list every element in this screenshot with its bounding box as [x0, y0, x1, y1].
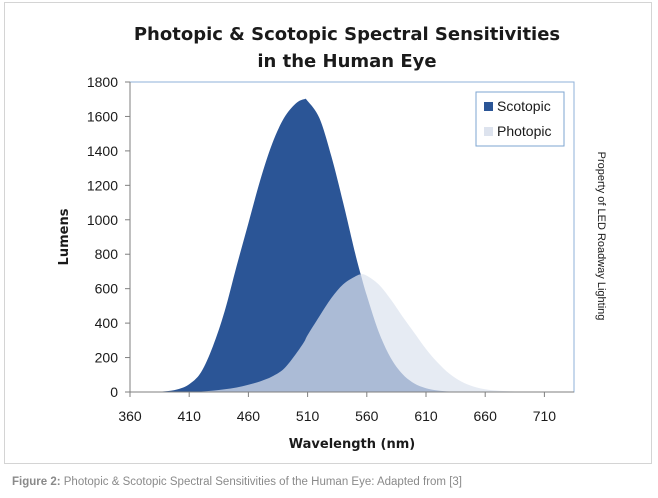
- y-axis-ticks: 0 200 400 600 800 1000 1200 1400 1600 1800: [87, 74, 130, 400]
- x-tick-label: 510: [296, 408, 320, 424]
- x-tick-label: 360: [118, 408, 142, 424]
- chart: Photopic & Scotopic Spectral Sensitiviti…: [57, 24, 607, 452]
- series-area-scotopic: [153, 98, 569, 392]
- legend-label-photopic: Photopic: [497, 123, 551, 139]
- legend-label-scotopic: Scotopic: [497, 98, 551, 114]
- x-tick-label: 560: [355, 408, 379, 424]
- x-axis-label: Wavelength (nm): [289, 437, 415, 452]
- y-tick-label: 600: [95, 281, 119, 297]
- caption-label: Figure 2:: [12, 476, 61, 488]
- y-axis-label: Lumens: [57, 208, 72, 265]
- x-axis-ticks: 360 410 460 510 560 610 660 710: [118, 392, 556, 424]
- y-tick-label: 400: [95, 315, 119, 331]
- x-tick-label: 710: [533, 408, 557, 424]
- x-tick-label: 610: [414, 408, 438, 424]
- y-tick-label: 1200: [87, 177, 118, 193]
- y-tick-label: 1400: [87, 143, 118, 159]
- y-tick-label: 200: [95, 350, 119, 366]
- legend: Scotopic Photopic: [475, 91, 565, 147]
- x-tick-label: 460: [237, 408, 261, 424]
- x-tick-label: 660: [474, 408, 498, 424]
- chart-title-line-1: Photopic & Scotopic Spectral Sensitiviti…: [134, 24, 560, 45]
- chart-title-line-2: in the Human Eye: [257, 51, 436, 72]
- y-tick-label: 800: [95, 246, 119, 262]
- y-tick-label: 0: [110, 384, 118, 400]
- watermark-text: Property of LED Roadway Lighting: [595, 152, 607, 321]
- legend-swatch-scotopic: [484, 102, 493, 111]
- y-tick-label: 1800: [87, 74, 118, 90]
- x-tick-label: 410: [178, 408, 202, 424]
- figure-caption: Figure 2: Photopic & Scotopic Spectral S…: [12, 476, 462, 488]
- plot-areas: [153, 98, 569, 392]
- y-tick-label: 1600: [87, 108, 118, 124]
- legend-box: [475, 91, 565, 147]
- y-tick-label: 1000: [87, 212, 118, 228]
- series-area-photopic: [153, 274, 569, 392]
- caption-text: Photopic & Scotopic Spectral Sensitiviti…: [60, 476, 462, 488]
- legend-swatch-photopic: [484, 127, 493, 136]
